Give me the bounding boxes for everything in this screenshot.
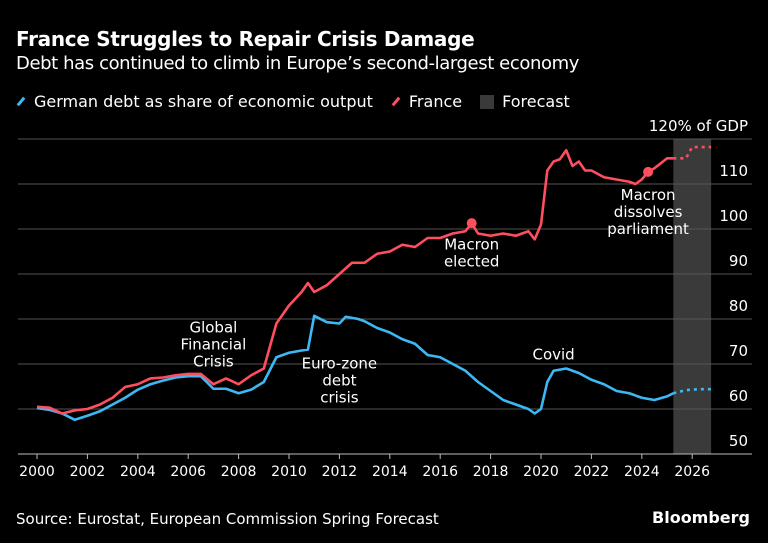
- bloomberg-logo: Bloomberg: [652, 508, 750, 527]
- legend-label-germany: German debt as share of economic output: [34, 92, 373, 111]
- x-tick-label: 2026: [674, 464, 710, 480]
- x-tick-label: 2008: [221, 464, 257, 480]
- annotation: Global Financial Crisis: [181, 319, 247, 371]
- legend-item-forecast: Forecast: [480, 92, 570, 111]
- y-tick-label: 60: [729, 387, 748, 405]
- chart-title: France Struggles to Repair Crisis Damage: [16, 27, 475, 51]
- legend-swatch-forecast: [480, 94, 495, 109]
- annotation-line: parliament: [607, 220, 689, 238]
- annotation: Macron dissolves parliament: [607, 186, 689, 238]
- annotation-line: Crisis: [193, 353, 234, 371]
- event-marker: [466, 218, 477, 229]
- x-tick-label: 2020: [523, 464, 559, 480]
- annotation-line: debt: [322, 372, 356, 390]
- annotation: Euro-zone debt crisis: [302, 355, 377, 407]
- series-line-france: [36, 148, 674, 415]
- x-tick-label: 2000: [19, 464, 55, 480]
- x-tick-label: 2012: [322, 464, 358, 480]
- annotation-line: elected: [444, 252, 500, 270]
- annotation: Covid: [532, 346, 574, 364]
- annotation-line: Macron: [444, 235, 499, 253]
- chart-subtitle: Debt has continued to climb in Europe’s …: [16, 53, 579, 74]
- forecast-band: [673, 139, 712, 454]
- legend-label-france: France: [408, 92, 463, 111]
- x-tick-label: 2004: [120, 464, 156, 480]
- y-tick-label: 70: [729, 342, 748, 360]
- y-tick-label: 80: [729, 297, 748, 315]
- y-tick-label: 50: [729, 432, 748, 450]
- x-tick-label: 2002: [70, 464, 106, 480]
- y-axis-label: 120% of GDP: [649, 117, 748, 135]
- annotation-line: Covid: [532, 346, 574, 364]
- legend-item-germany: German debt as share of economic output: [16, 92, 373, 111]
- x-tick-label: 2018: [473, 464, 509, 480]
- legend-item-france: France: [391, 92, 462, 111]
- annotation-line: Global: [189, 319, 237, 337]
- y-tick-label: 110: [719, 162, 748, 180]
- x-tick-label: 2022: [574, 464, 610, 480]
- x-tick-label: 2024: [624, 464, 660, 480]
- annotation-line: Macron: [621, 186, 676, 204]
- x-tick-label: 2014: [372, 464, 408, 480]
- y-tick-label: 90: [729, 252, 748, 270]
- annotation-line: crisis: [320, 389, 359, 407]
- annotation-line: dissolves: [614, 203, 683, 221]
- annotation-line: Euro-zone: [302, 355, 377, 373]
- y-tick-label: 100: [719, 207, 748, 225]
- x-tick-label: 2010: [271, 464, 307, 480]
- legend-label-forecast: Forecast: [502, 92, 570, 111]
- event-marker: [643, 166, 654, 177]
- x-tick-label: 2016: [422, 464, 458, 480]
- annotation-line: Financial: [181, 336, 247, 354]
- legend: German debt as share of economic output …: [16, 92, 588, 111]
- x-tick-label: 2006: [170, 464, 206, 480]
- source-note: Source: Eurostat, European Commission Sp…: [16, 510, 439, 528]
- annotation: Macron elected: [444, 235, 500, 270]
- series-line-germany: [36, 314, 674, 422]
